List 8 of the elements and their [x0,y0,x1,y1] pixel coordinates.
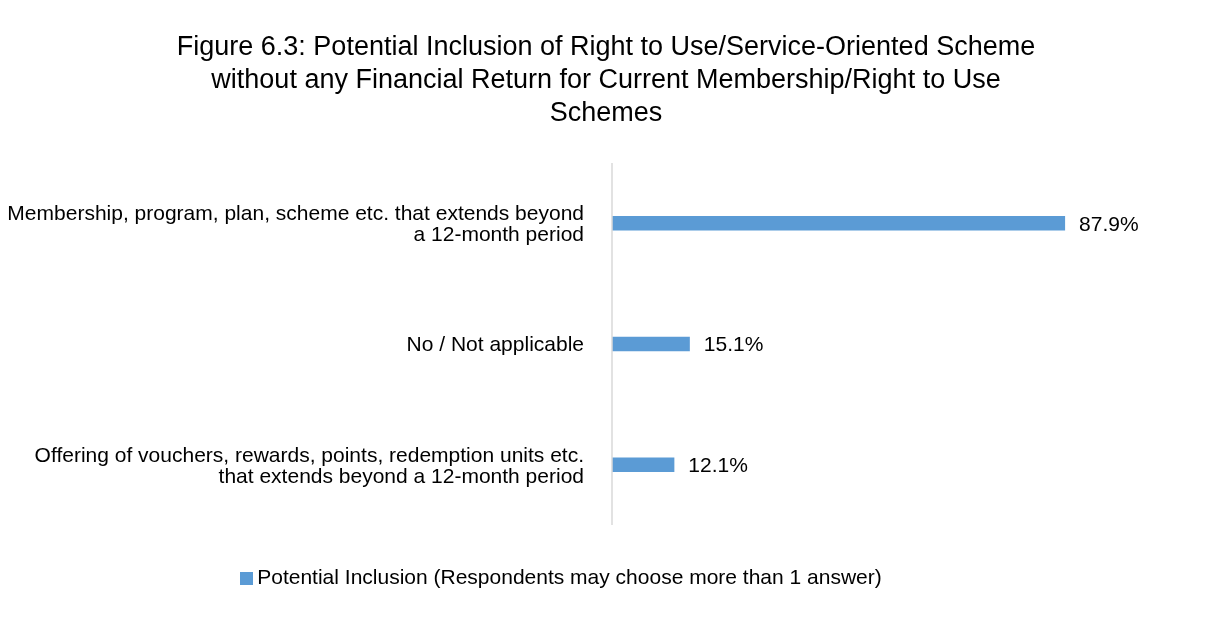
data-label: 87.9% [1079,211,1139,235]
y-tick-label: Membership, program, plan, scheme etc. that extends beyond a 12-month period [7,201,584,246]
legend-label: Potential Inclusion (Respondents may choose more than 1 answer) [257,565,882,588]
chart-title: Figure 6.3: Potential Inclusion of Right to Use/Service-Oriented Scheme without any Financial Return for Current Membership/Right to Use Schemes [175,30,1037,129]
data-label: 15.1% [703,332,764,356]
y-tick-label: Offering of vouchers, rewards, points, redemption units etc. that extends beyond a 12-month period [34,442,584,487]
data-label: 12.1% [688,453,748,477]
y-tick-label: No / Not applicable [406,332,584,356]
